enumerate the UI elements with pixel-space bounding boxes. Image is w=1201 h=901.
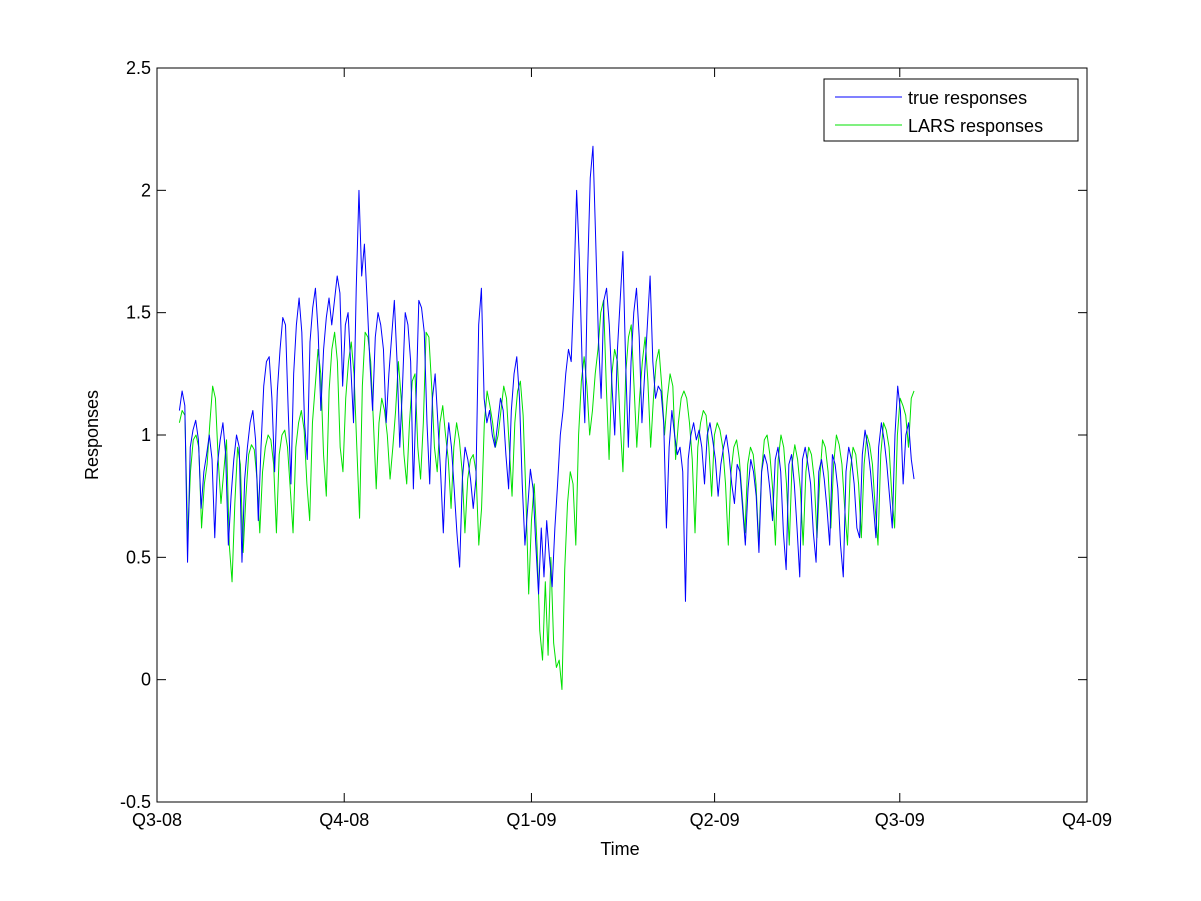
plot-area — [156, 67, 1088, 803]
x-tick-label: Q4-08 — [319, 810, 369, 830]
y-axis: -0.5 0 0.5 1 1.5 2 2.5 — [120, 58, 1087, 812]
x-tick-label: Q4-09 — [1062, 810, 1112, 830]
legend: true responses LARS responses — [823, 78, 1079, 142]
y-tick-label: 1 — [141, 425, 151, 445]
legend-box — [823, 78, 1079, 142]
series-line-true-responses — [178, 145, 915, 602]
y-tick-label: 2 — [141, 180, 151, 200]
x-axis: Q3-08 Q4-08 Q1-09 Q2-09 Q3-09 Q4-09 — [132, 68, 1112, 830]
x-tick-label: Q1-09 — [506, 810, 556, 830]
y-tick-label: -0.5 — [120, 792, 151, 812]
y-tick-label: 0.5 — [126, 547, 151, 567]
x-tick-label: Q2-09 — [690, 810, 740, 830]
y-tick-label: 0 — [141, 670, 151, 690]
x-axis-label: Time — [600, 839, 639, 859]
x-tick-label: Q3-09 — [875, 810, 925, 830]
x-tick-label: Q3-08 — [132, 810, 182, 830]
y-tick-label: 1.5 — [126, 303, 151, 323]
legend-label-lars-responses: LARS responses — [908, 116, 1043, 136]
series-layer — [178, 145, 915, 690]
series-line-lars-responses — [178, 299, 915, 690]
legend-label-true-responses: true responses — [908, 88, 1027, 108]
y-axis-label: Responses — [82, 390, 102, 480]
y-tick-label: 2.5 — [126, 58, 151, 78]
